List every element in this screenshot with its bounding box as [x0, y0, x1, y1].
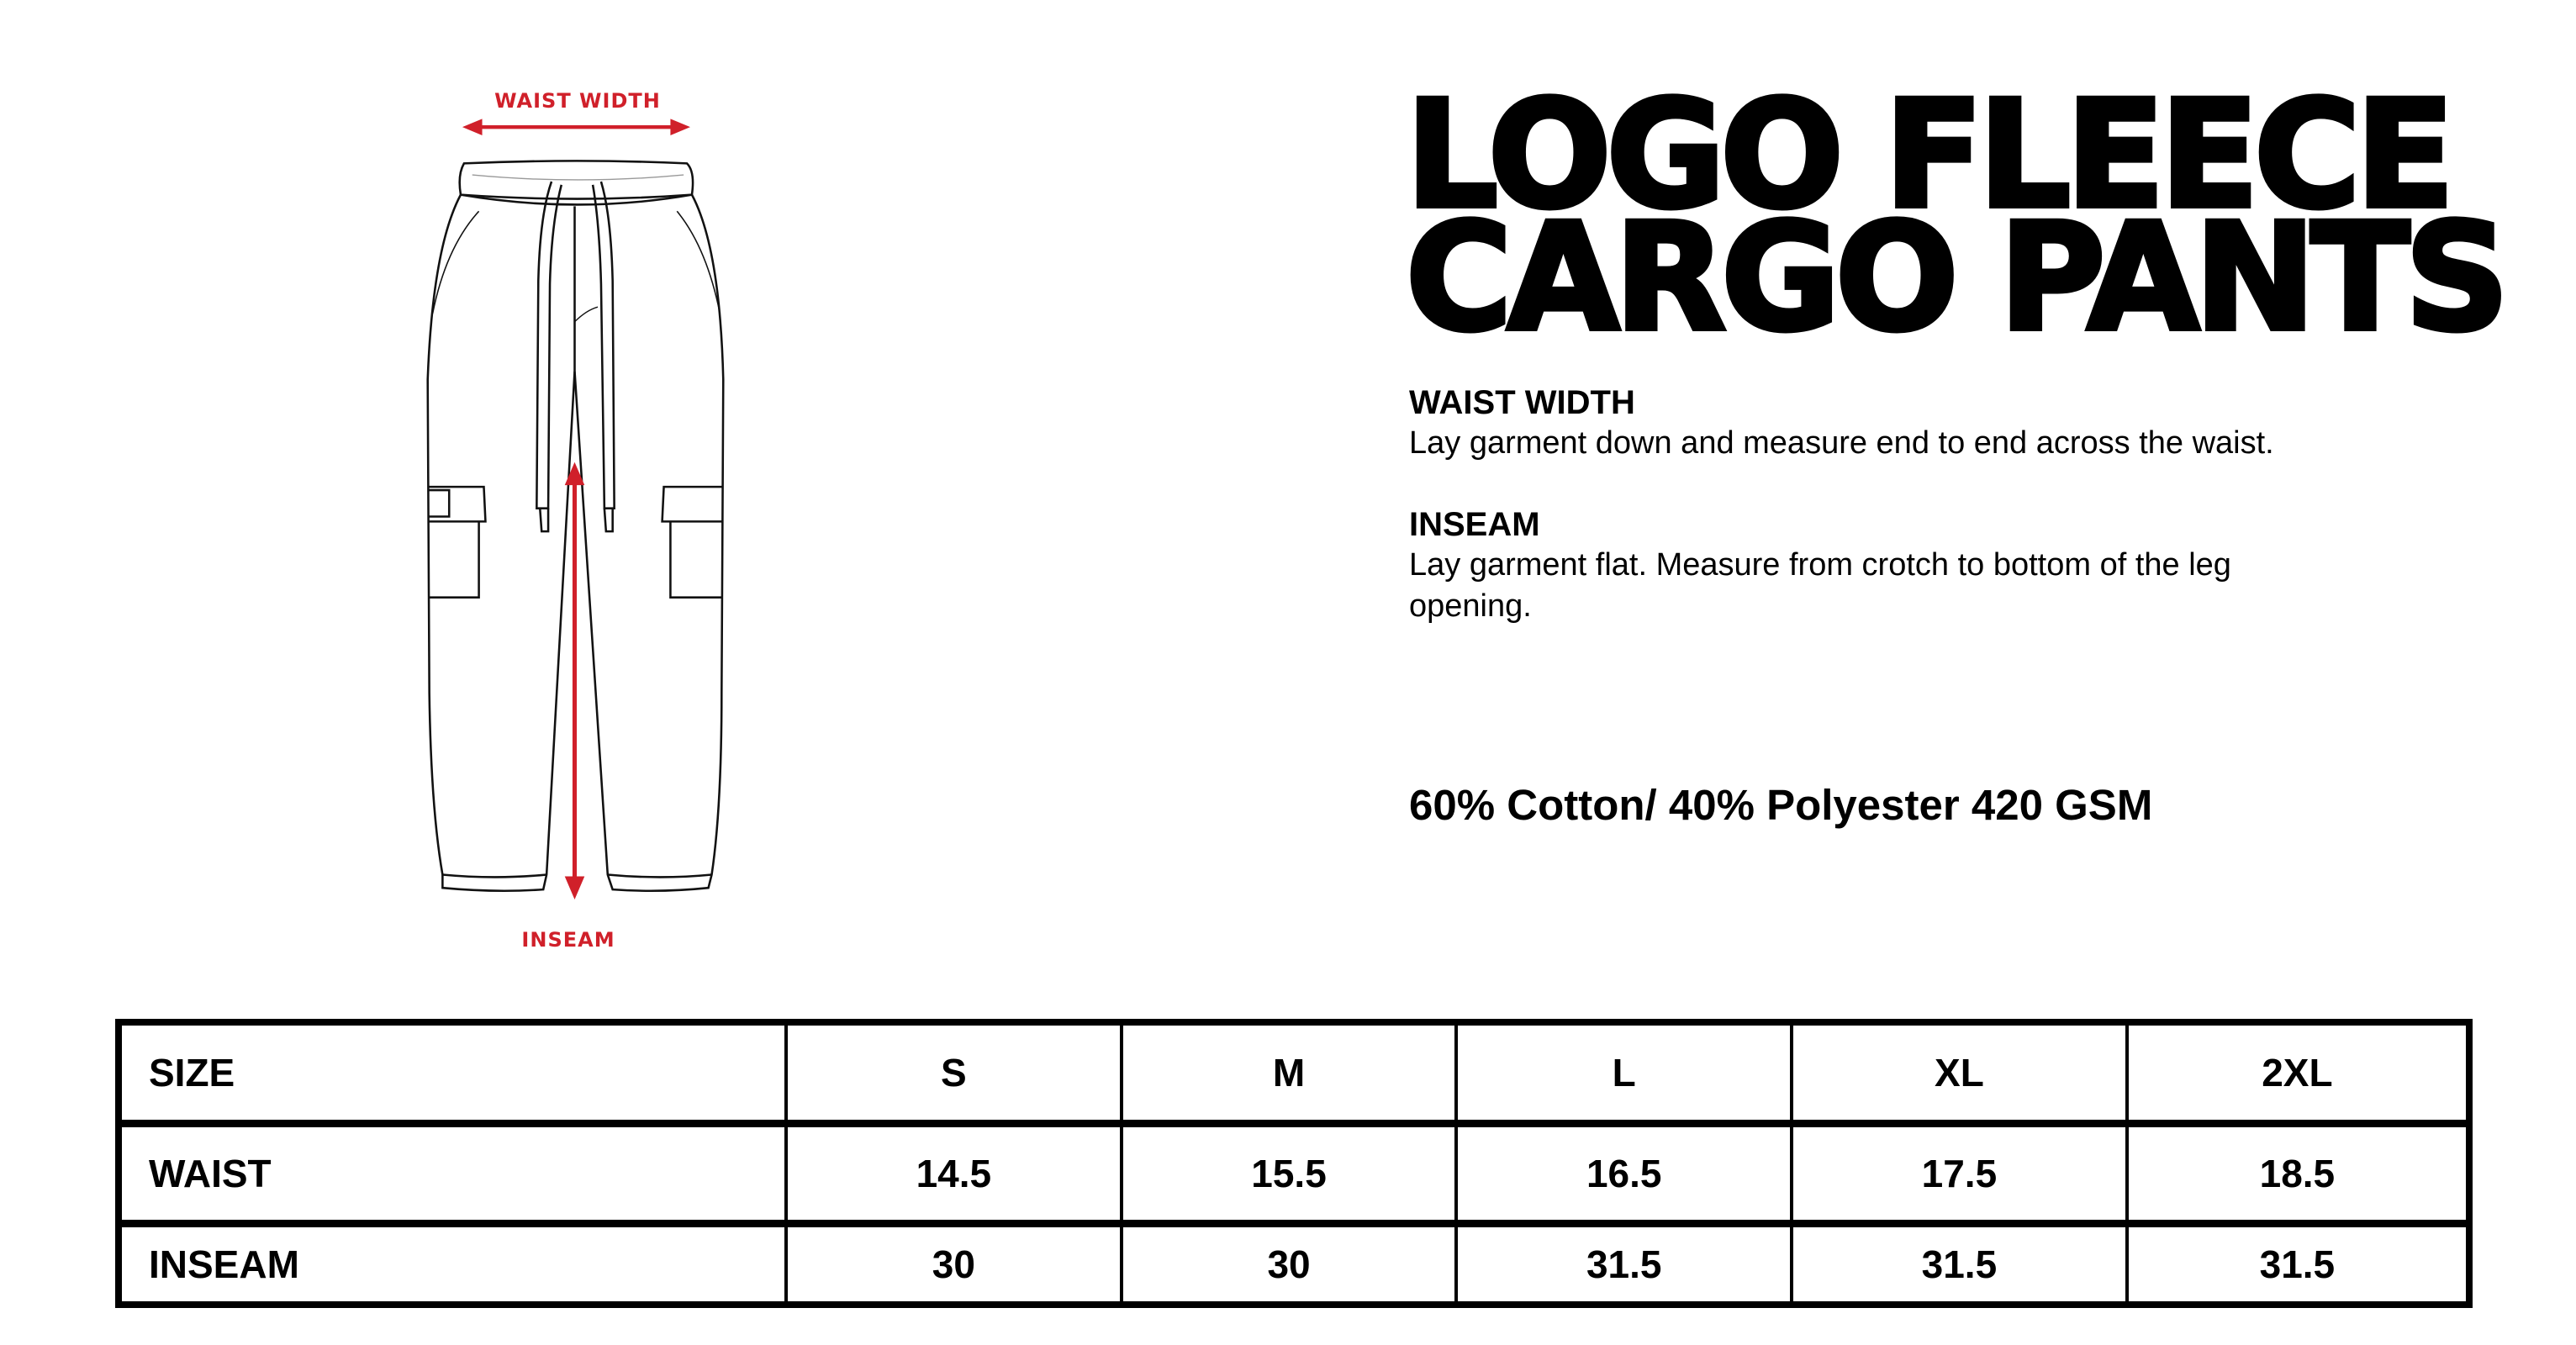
table-cell: 30	[1119, 1221, 1459, 1306]
page-title: LOGO FLEECE CARGO PANTS	[1403, 69, 2526, 364]
header-cell: S	[784, 1021, 1123, 1127]
table-cell: 14.5	[784, 1121, 1123, 1227]
table-cell: 31.5	[1790, 1221, 2129, 1306]
inseam-arrow	[564, 462, 585, 899]
inseam-instruction-heading: INSEAM	[1409, 506, 1540, 543]
inseam-label: INSEAM	[521, 928, 615, 952]
title-line-1: LOGO FLEECE	[1403, 69, 2457, 241]
row-label: WAIST	[117, 1121, 788, 1227]
header-cell: L	[1454, 1021, 1794, 1127]
waist-instruction-heading: WAIST WIDTH	[1409, 384, 1635, 421]
header-cell: 2XL	[2125, 1021, 2472, 1127]
pants-outline	[426, 160, 725, 892]
header-cell: M	[1119, 1021, 1459, 1127]
table-cell: 15.5	[1119, 1121, 1459, 1227]
title-line-2: CARGO PANTS	[1403, 192, 2512, 364]
table-cell: 16.5	[1454, 1121, 1794, 1227]
header-cell: XL	[1790, 1021, 2129, 1127]
table-header-row: SIZE S M L XL 2XL	[117, 1021, 2472, 1127]
table-cell: 31.5	[2125, 1221, 2472, 1306]
waist-width-label: WAIST WIDTH	[494, 89, 661, 113]
table-cell: 18.5	[2125, 1121, 2472, 1227]
waist-instruction-text: Lay garment down and measure end to end …	[1409, 425, 2274, 461]
size-chart-table: SIZE S M L XL 2XL WAIST 14.5 15.5 16.5 1…	[115, 1019, 2473, 1308]
inseam-instruction-text: Lay garment flat. Measure from crotch to…	[1409, 547, 2231, 624]
waist-width-arrow	[462, 119, 690, 135]
table-cell: 17.5	[1790, 1121, 2129, 1227]
material-composition: 60% Cotton/ 40% Polyester 420 GSM	[1409, 781, 2153, 829]
row-label: INSEAM	[117, 1221, 788, 1306]
table-row-waist: WAIST 14.5 15.5 16.5 17.5 18.5	[117, 1121, 2472, 1227]
inseam-instruction: INSEAM Lay garment flat. Measure from cr…	[1409, 504, 2334, 627]
table-row-inseam: INSEAM 30 30 31.5 31.5 31.5	[117, 1221, 2472, 1306]
waist-instruction: WAIST WIDTH Lay garment down and measure…	[1409, 382, 2418, 464]
header-cell: SIZE	[117, 1021, 788, 1127]
table-cell: 31.5	[1454, 1221, 1794, 1306]
table-cell: 30	[784, 1221, 1123, 1306]
